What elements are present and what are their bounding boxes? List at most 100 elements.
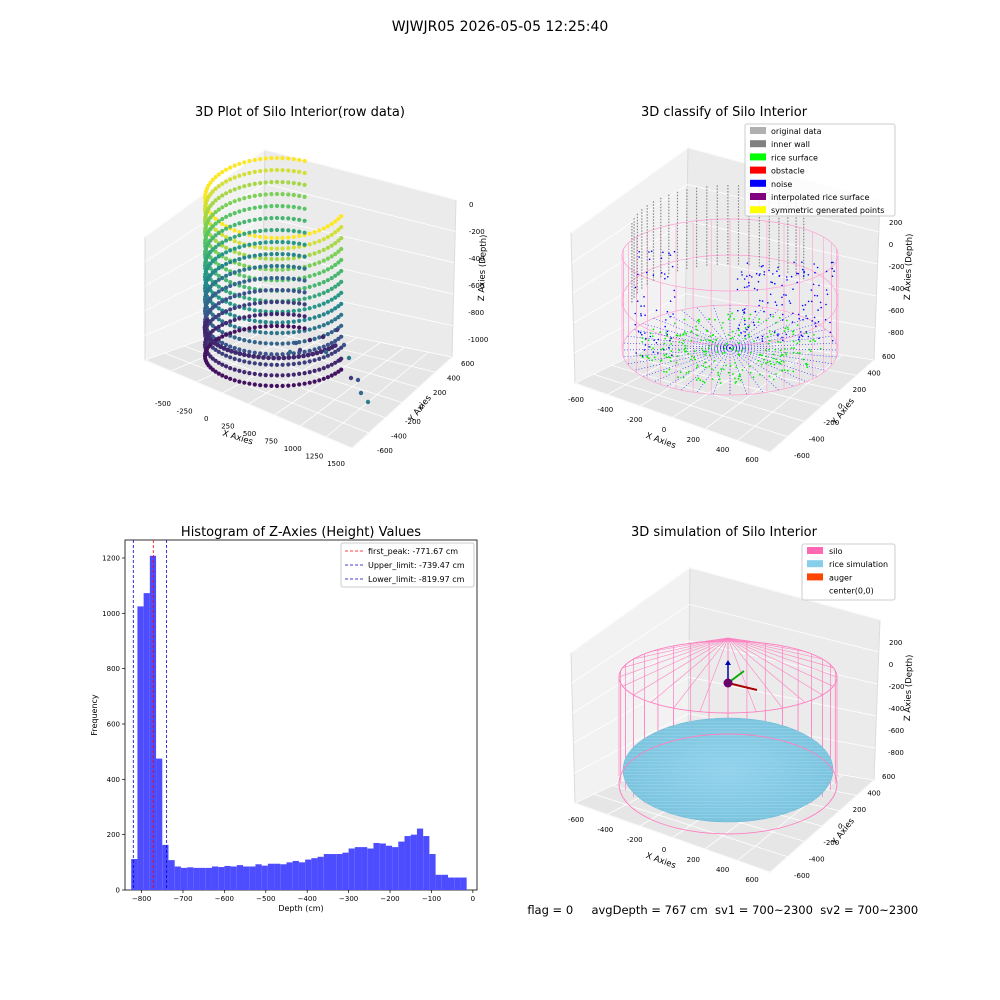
- rice-surface-point: [717, 374, 720, 377]
- rice-surface-point: [651, 359, 653, 362]
- rice-surface-point: [806, 363, 809, 366]
- rice-surface-point: [700, 339, 703, 342]
- data-point: [312, 272, 317, 277]
- noise-point: [781, 304, 783, 306]
- noise-point: [652, 351, 655, 353]
- data-point: [237, 280, 242, 285]
- data-point: [242, 274, 247, 279]
- legend-swatch: [750, 206, 766, 214]
- data-point: [302, 371, 307, 376]
- rice-surface-point: [805, 362, 808, 365]
- histogram-bar: [298, 862, 306, 890]
- x-tick-label: 0: [471, 895, 475, 903]
- x-tick-label: 400: [716, 866, 729, 874]
- data-point: [228, 165, 233, 170]
- silo-roof-line: [699, 637, 729, 712]
- noise-point: [670, 337, 673, 339]
- y-tick-label: -600: [377, 447, 393, 455]
- noise-point: [640, 305, 642, 307]
- data-point: [237, 268, 242, 273]
- rice-surface-point: [781, 369, 784, 372]
- data-point: [274, 179, 280, 185]
- data-point: [263, 256, 268, 261]
- legend-label: Lower_limit: -819.97 cm: [368, 575, 465, 584]
- data-point: [252, 157, 257, 163]
- y-tick-labels: 0 200 400 600 800 1000 1200: [102, 554, 125, 895]
- data-point: [263, 180, 268, 185]
- data-point: [286, 156, 291, 161]
- noise-point: [805, 331, 808, 333]
- data-point: [220, 240, 225, 245]
- data-point: [274, 323, 280, 329]
- rice-surface-point: [819, 347, 822, 350]
- noise-point: [759, 299, 761, 302]
- noise-point: [737, 327, 740, 330]
- data-point: [232, 222, 237, 228]
- rice-surface-point: [773, 363, 776, 366]
- rice-surface-point: [715, 345, 718, 347]
- noise-point: [832, 261, 834, 264]
- grid-line: [571, 604, 690, 684]
- data-point: [274, 191, 280, 197]
- data-point: [307, 327, 312, 332]
- noise-point: [785, 294, 787, 296]
- bars: [131, 555, 467, 890]
- rice-surface-point: [792, 351, 795, 354]
- data-point: [336, 315, 341, 320]
- histogram-bar: [379, 843, 386, 890]
- data-point: [220, 362, 225, 367]
- legend-label: auger: [829, 573, 853, 582]
- data-point: [297, 277, 302, 282]
- noise-point: [634, 323, 637, 326]
- silo-roof-line: [633, 637, 729, 696]
- noise-point: [770, 281, 772, 283]
- data-point: [339, 279, 344, 284]
- noise-point: [653, 339, 655, 342]
- data-point: [216, 273, 221, 278]
- rice-surface-point: [763, 358, 765, 361]
- legend-swatch: [750, 127, 766, 134]
- sv2-value: sv2 = 700~2300: [820, 903, 919, 917]
- data-point: [237, 358, 242, 363]
- x-tick-label: 200: [687, 436, 700, 444]
- data-point: [336, 369, 341, 374]
- noise-point: [789, 302, 792, 305]
- rice-surface-point: [679, 371, 682, 374]
- z-tick-label: -600: [468, 282, 484, 290]
- noise-point: [763, 310, 765, 313]
- data-point: [286, 204, 291, 209]
- noise-point: [755, 272, 758, 275]
- data-point: [242, 172, 247, 177]
- data-point: [297, 313, 302, 318]
- data-point: [242, 231, 247, 236]
- rice-surface-point: [675, 334, 678, 336]
- rice-surface-point: [749, 351, 752, 354]
- data-point: [237, 257, 242, 262]
- data-point: [274, 239, 280, 245]
- histogram-bar: [137, 606, 144, 890]
- z-tick-label: -800: [888, 749, 904, 757]
- data-point: [269, 383, 274, 388]
- data-point: [258, 181, 263, 186]
- data-point: [228, 366, 233, 371]
- y-tick-label: -400: [391, 433, 407, 441]
- data-point: [269, 276, 274, 281]
- rice-surface-point: [641, 341, 644, 343]
- noise-point: [790, 275, 793, 278]
- status-footer: flag = 0 avgDepth = 767 cm sv1 = 700~230…: [520, 889, 918, 917]
- data-point: [224, 353, 229, 358]
- data-point: [247, 218, 252, 223]
- data-point: [241, 352, 247, 358]
- data-point: [317, 346, 322, 351]
- data-point: [232, 282, 237, 287]
- noise-point: [814, 294, 816, 297]
- rice-surface-point: [792, 330, 795, 333]
- data-point: [297, 289, 302, 294]
- noise-point: [796, 272, 798, 275]
- rice-surface-point: [731, 348, 734, 351]
- data-point: [258, 157, 263, 162]
- noise-point: [803, 270, 805, 273]
- noise-point: [833, 270, 835, 273]
- data-point: [252, 241, 257, 246]
- data-point: [286, 240, 291, 245]
